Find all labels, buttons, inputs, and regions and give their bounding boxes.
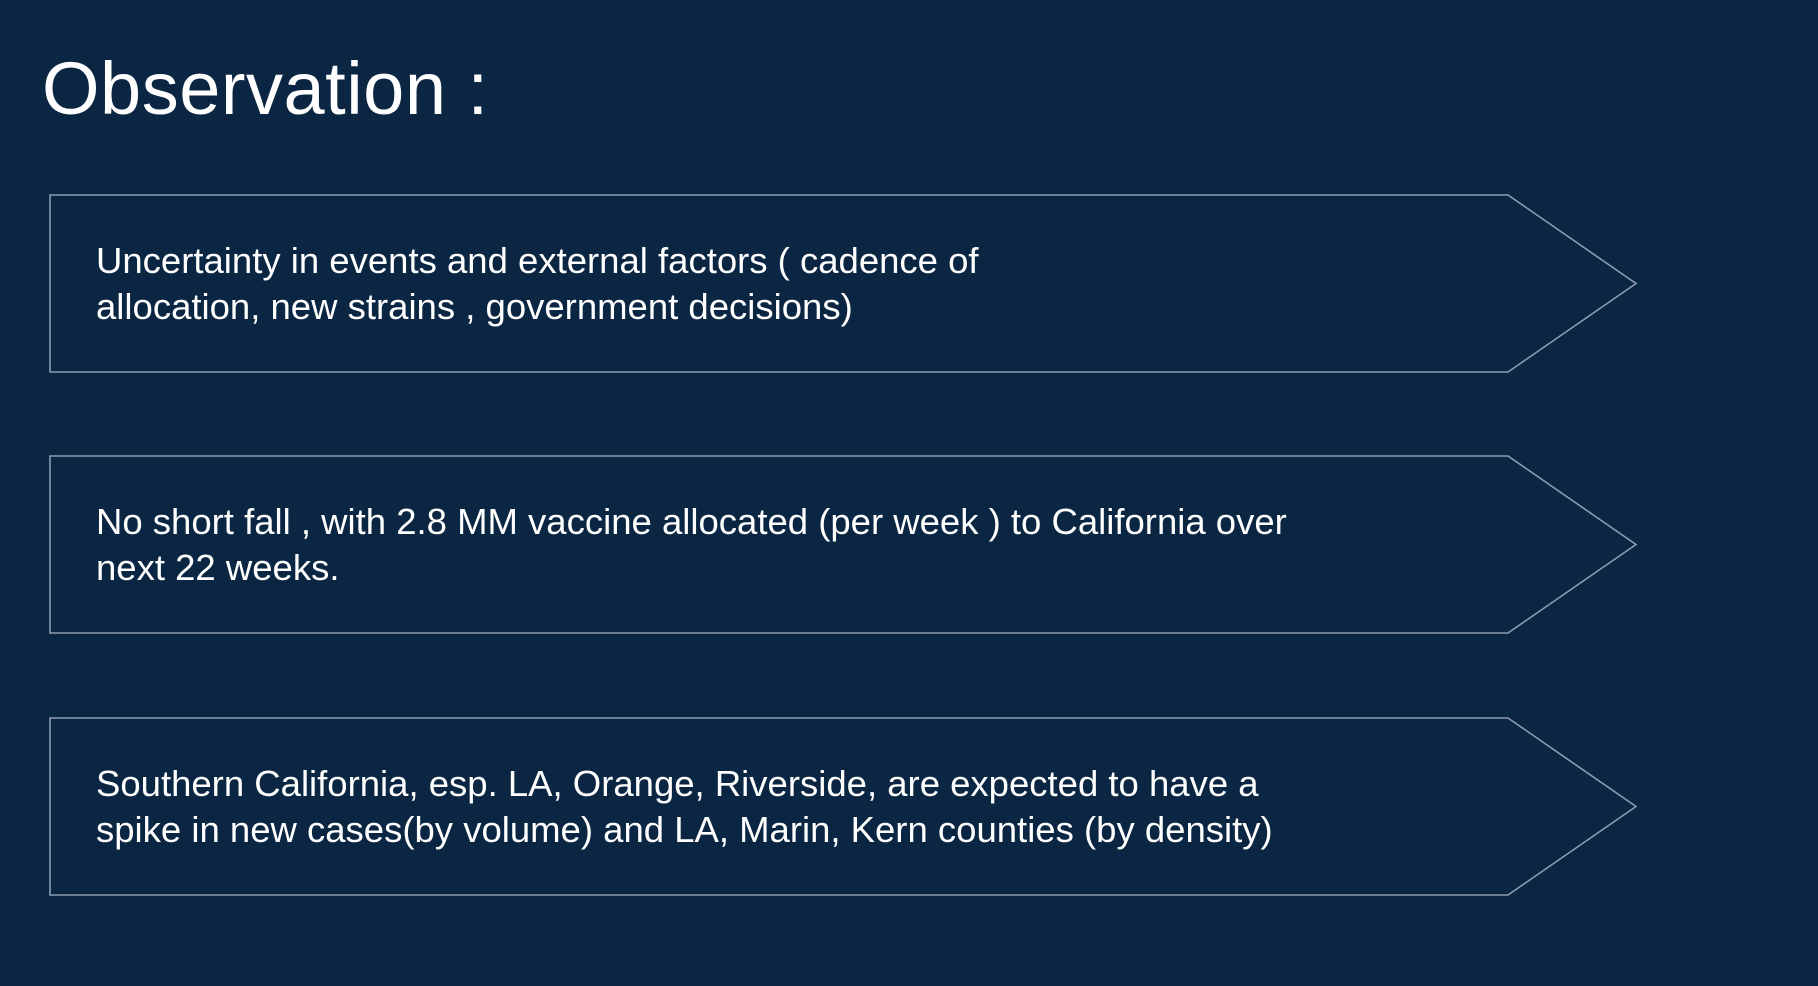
observation-text: Uncertainty in events and external facto…	[96, 238, 979, 330]
slide-title: Observation :	[42, 47, 489, 130]
arrow-outline-shape	[49, 717, 1638, 896]
observation-line-2: spike in new cases(by volume) and LA, Ma…	[96, 808, 1273, 850]
observation-box-3: Southern California, esp. LA, Orange, Ri…	[49, 717, 1638, 896]
observation-line-1: Uncertainty in events and external facto…	[96, 239, 979, 281]
observation-line-1: No short fall , with 2.8 MM vaccine allo…	[96, 500, 1287, 542]
observation-box-2: No short fall , with 2.8 MM vaccine allo…	[49, 455, 1638, 634]
observation-text: Southern California, esp. LA, Orange, Ri…	[96, 761, 1273, 853]
observation-line-1: Southern California, esp. LA, Orange, Ri…	[96, 762, 1259, 804]
arrow-outline-shape	[49, 194, 1638, 373]
observation-text: No short fall , with 2.8 MM vaccine allo…	[96, 499, 1287, 591]
arrow-outline-shape	[49, 455, 1638, 634]
observation-box-1: Uncertainty in events and external facto…	[49, 194, 1638, 373]
observation-line-2: next 22 weeks.	[96, 546, 340, 588]
observation-line-2: allocation, new strains , government dec…	[96, 285, 853, 327]
